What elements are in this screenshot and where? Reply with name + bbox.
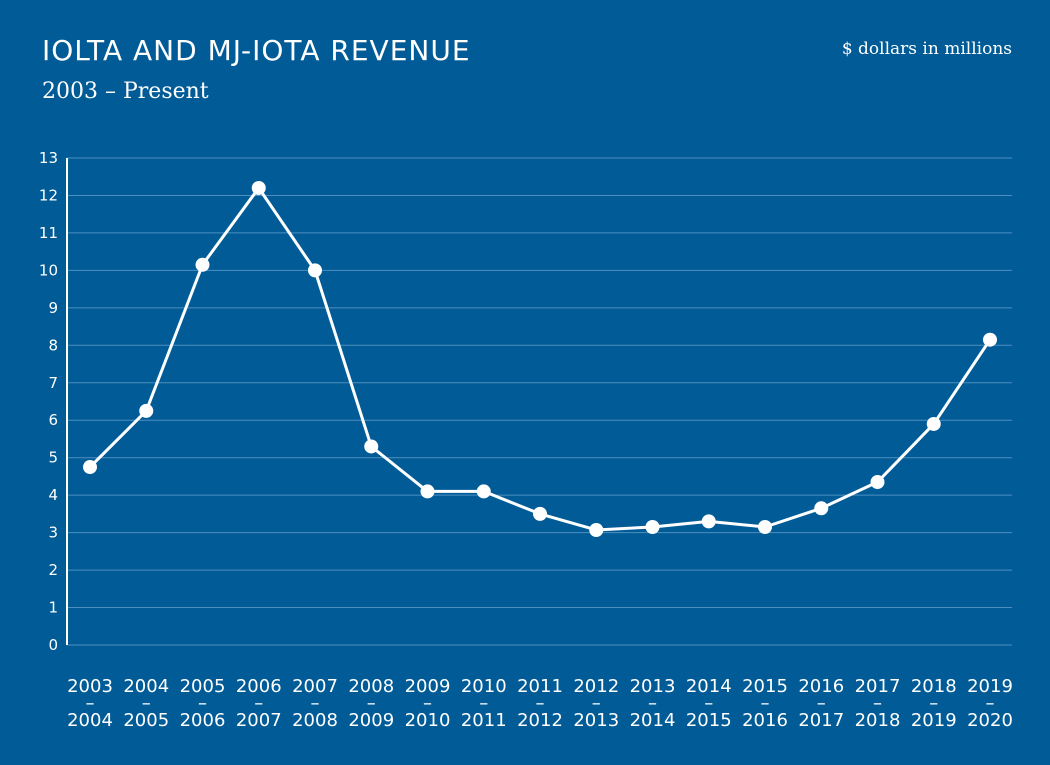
y-tick-label: 6 xyxy=(48,411,58,429)
x-category-label: 2009–2010 xyxy=(405,676,451,731)
x-category-label: 2017–2018 xyxy=(855,676,901,731)
gridlines xyxy=(67,157,1012,646)
data-point xyxy=(83,460,97,475)
y-tick-label: 9 xyxy=(48,299,58,317)
y-tick-label: 11 xyxy=(39,224,58,242)
data-point xyxy=(476,484,491,499)
x-category-label: 2010–2011 xyxy=(461,676,507,731)
y-tick-label: 1 xyxy=(48,599,58,617)
data-point xyxy=(420,484,435,499)
units-label: $ dollars in millions xyxy=(841,39,1012,59)
data-point xyxy=(364,439,379,454)
x-category-label: 2014–2015 xyxy=(686,676,732,731)
y-tick-label: 10 xyxy=(39,261,58,279)
x-category-label: 2015–2016 xyxy=(742,676,788,731)
chart-title: IOLTA AND MJ-IOTA REVENUE xyxy=(42,34,471,67)
data-point xyxy=(195,257,210,272)
data-point xyxy=(308,263,322,278)
y-tick-label: 8 xyxy=(48,336,58,354)
data-point xyxy=(926,416,941,431)
y-tick-label: 4 xyxy=(48,486,58,504)
x-category-label: 2006–2007 xyxy=(236,676,282,731)
x-category-label: 2007–2008 xyxy=(292,676,338,731)
y-tick-label: 5 xyxy=(48,449,58,467)
series-line xyxy=(88,186,992,532)
data-point xyxy=(251,180,266,195)
x-category-label: 2003–2004 xyxy=(67,676,113,731)
x-category-label: 2011–2012 xyxy=(517,676,563,731)
y-tick-label: 12 xyxy=(39,186,58,204)
data-point xyxy=(533,506,547,521)
x-category-label: 2019–2020 xyxy=(967,676,1013,731)
y-tick-label: 3 xyxy=(48,524,58,542)
x-category-label: 2005–2006 xyxy=(180,676,226,731)
x-category-label: 2008–2009 xyxy=(348,676,394,731)
data-point xyxy=(701,514,716,529)
x-category-label: 2016–2017 xyxy=(798,676,844,731)
y-tick-label: 2 xyxy=(48,561,58,579)
y-tick-label: 7 xyxy=(48,374,58,392)
x-axis-category-labels: 2003–20042004–20052005–20062006–20072007… xyxy=(67,676,1013,731)
y-tick-label: 0 xyxy=(48,636,58,654)
x-category-label: 2012–2013 xyxy=(573,676,619,731)
data-point xyxy=(589,522,604,537)
x-category-label: 2004–2005 xyxy=(123,676,169,731)
data-point xyxy=(645,519,660,534)
chart-subtitle: 2003 – Present xyxy=(42,79,209,104)
series-group xyxy=(83,180,997,537)
x-category-label: 2013–2014 xyxy=(630,676,676,731)
data-point xyxy=(814,501,829,516)
x-category-label: 2018–2019 xyxy=(911,676,957,731)
data-point xyxy=(139,403,154,418)
y-tick-label: 13 xyxy=(39,149,58,167)
data-point xyxy=(983,332,997,347)
data-point xyxy=(870,475,885,490)
data-point xyxy=(758,519,772,534)
